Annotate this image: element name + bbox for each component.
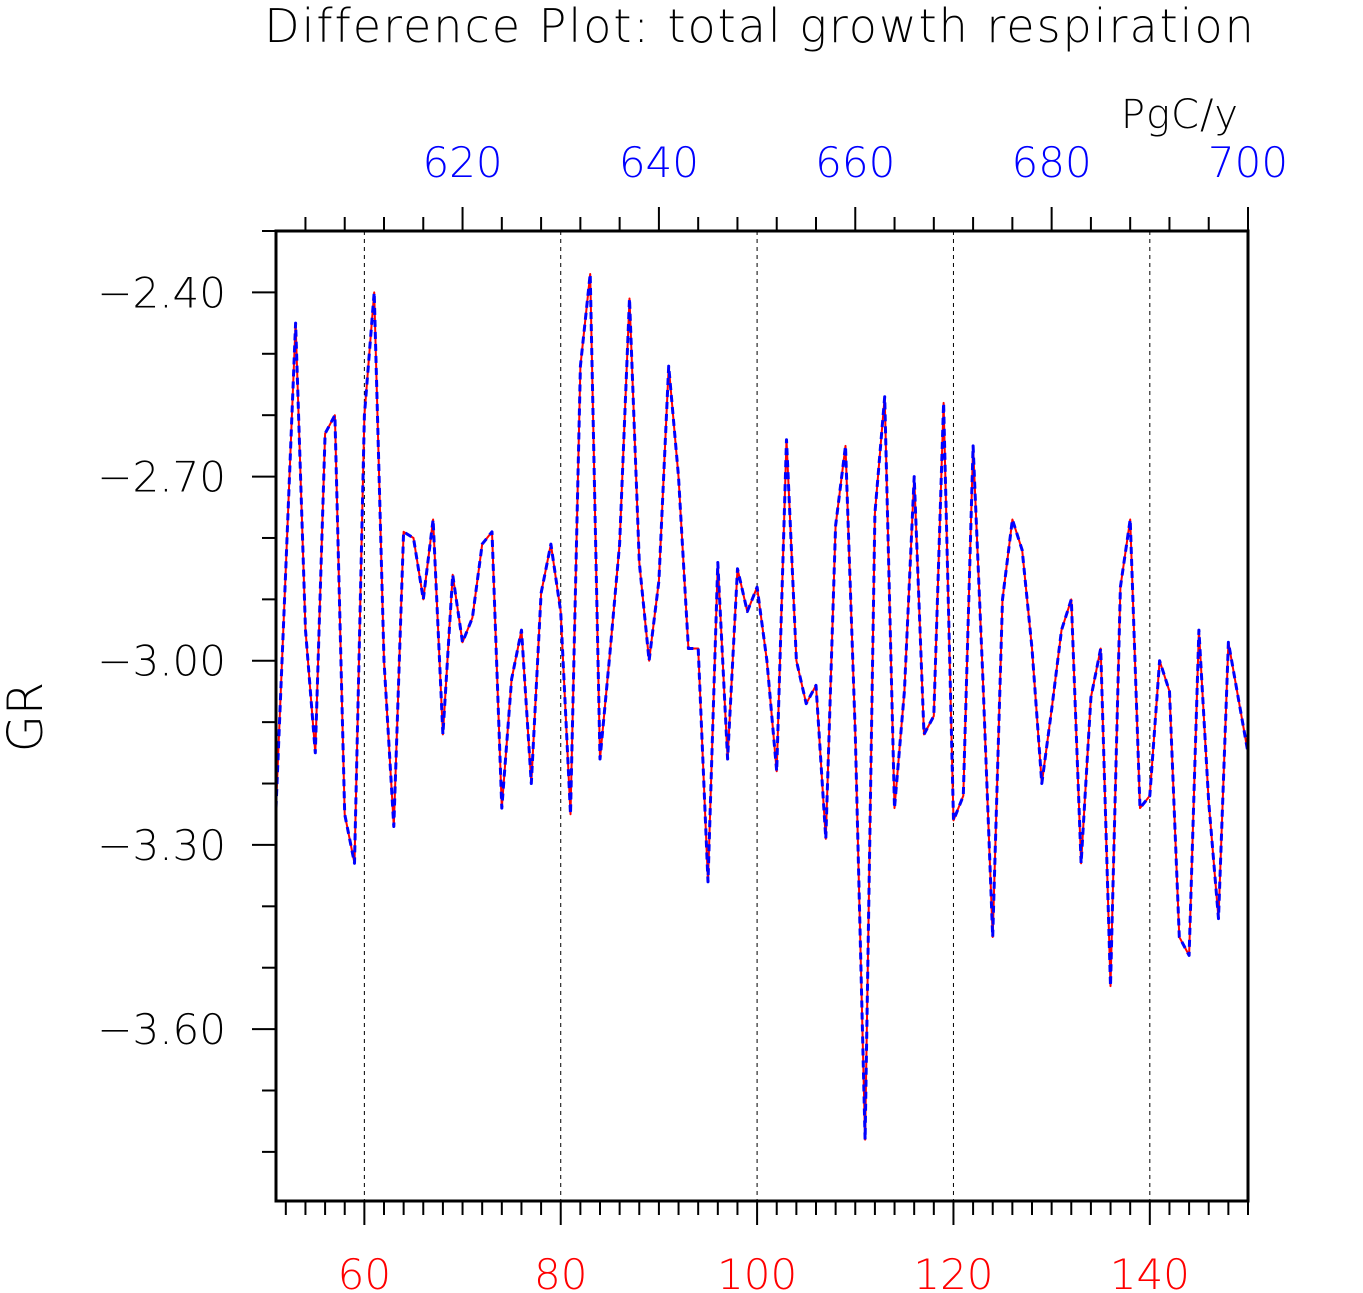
x-tick-label: 80 <box>534 1250 587 1293</box>
x-tick-label: 120 <box>913 1250 993 1293</box>
x-top-tick-label: 700 <box>1208 138 1288 187</box>
x-top-tick-label: 640 <box>619 138 699 187</box>
x-tick-label: 60 <box>338 1250 391 1293</box>
x-tick-label: 100 <box>717 1250 797 1293</box>
x-top-tick-label: 620 <box>422 138 502 187</box>
series-line-2 <box>274 272 1250 1142</box>
y-tick-label: −3.30 <box>97 821 226 870</box>
chart-title: Difference Plot: total growth respiratio… <box>264 0 1256 53</box>
y-axis-label: GR <box>0 682 54 753</box>
x-tick-label: 140 <box>1110 1250 1190 1293</box>
plot-frame <box>274 229 1250 1203</box>
units-label: PgC/y <box>1121 92 1239 138</box>
bottom-x-axis: 60 80 100 120 140 <box>284 1201 1249 1293</box>
x-top-tick-label: 680 <box>1012 138 1092 187</box>
y-axis: −2.40 −2.70 −3.00 −3.30 −3.60 <box>97 230 276 1153</box>
y-tick-label: −3.00 <box>97 637 226 686</box>
axes <box>274 229 1250 1203</box>
y-tick-label: −2.70 <box>97 453 226 502</box>
y-tick-label: −2.40 <box>97 268 226 317</box>
grid-lines <box>363 231 1151 1201</box>
x-top-tick-label: 660 <box>815 138 895 187</box>
y-tick-label: −3.60 <box>97 1005 226 1054</box>
series-lines <box>274 272 1250 1142</box>
top-x-axis: 620 640 660 680 700 <box>304 138 1288 231</box>
